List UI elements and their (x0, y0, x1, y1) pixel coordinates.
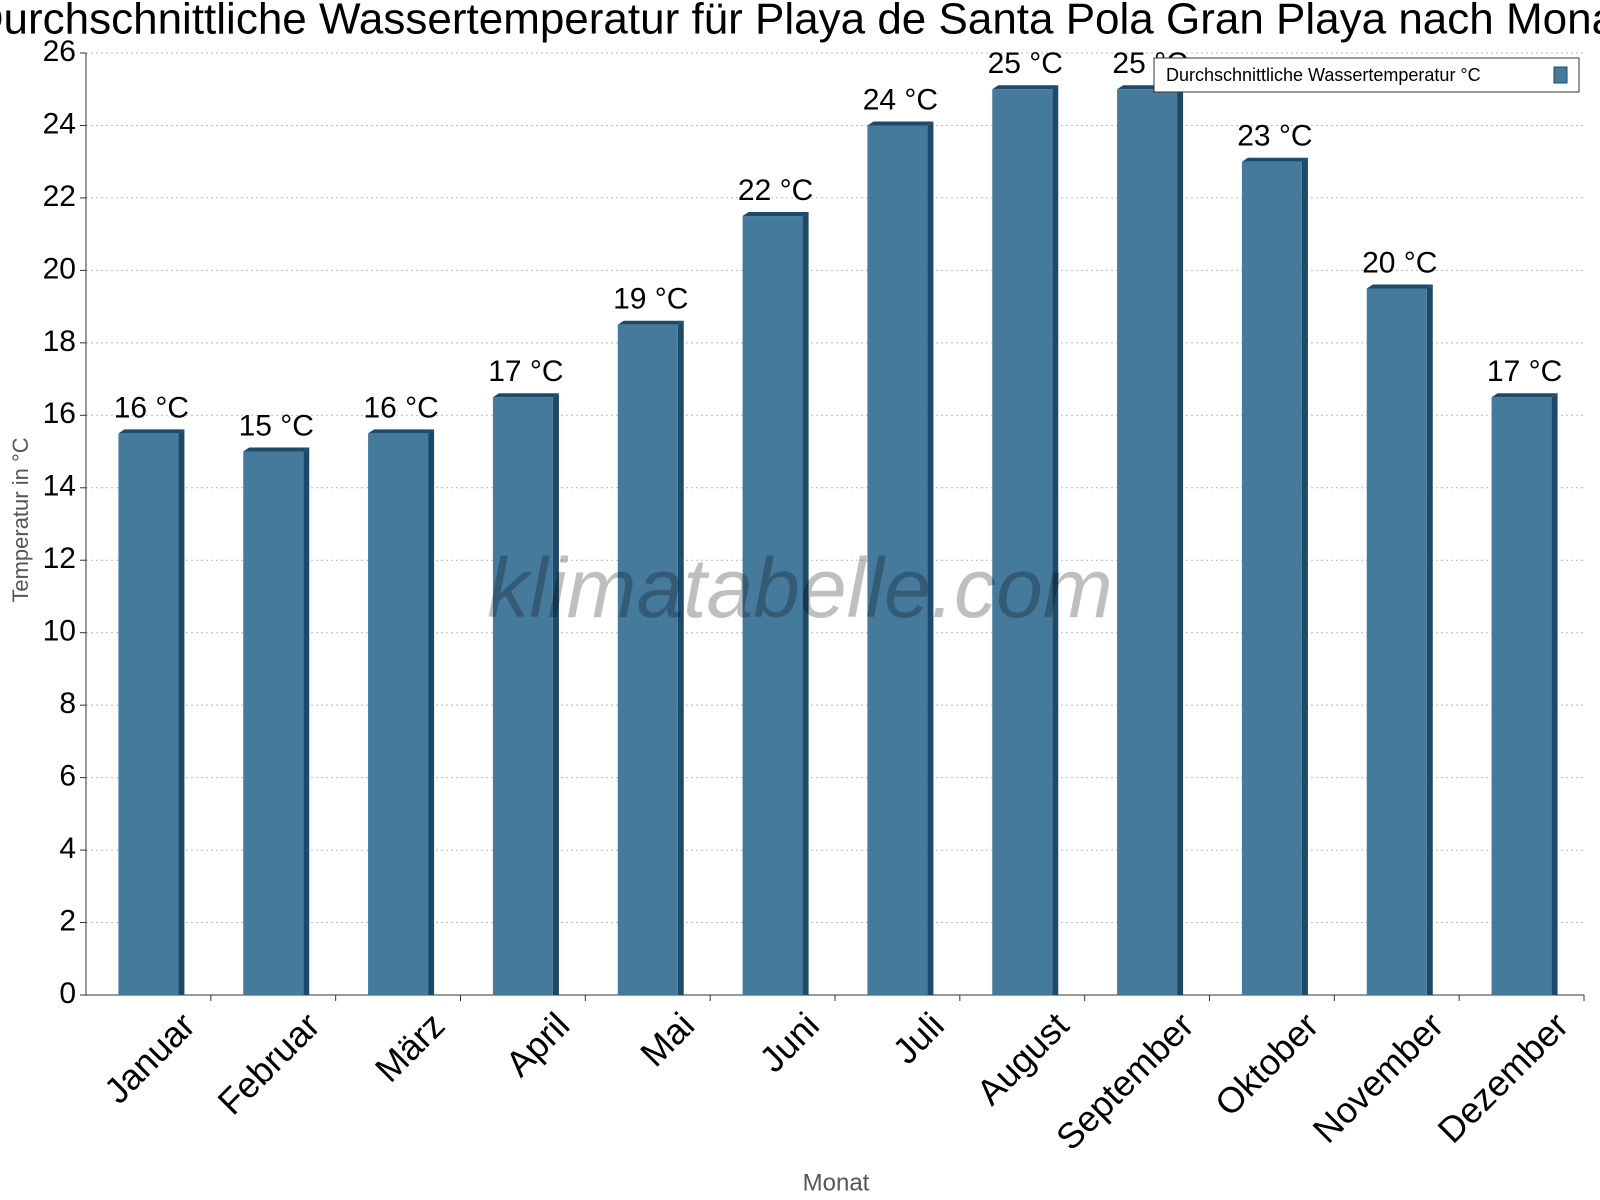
bar-side (802, 212, 809, 996)
x-tick-label: Oktober (1207, 1004, 1327, 1124)
y-tick-label: 22 (43, 180, 76, 213)
bar-side (1551, 393, 1558, 995)
y-tick-label: 20 (43, 252, 76, 285)
legend-box (1153, 57, 1580, 93)
x-axis-title: Monat (803, 1169, 870, 1196)
legend-swatch (1553, 66, 1568, 84)
bar (617, 324, 678, 995)
chart-title: Durchschnittliche Wassertemperatur für P… (0, 0, 1600, 44)
bar (118, 433, 179, 995)
value-label: 24 °C (863, 83, 938, 116)
y-axis-title: Temperatur in °C (8, 437, 33, 602)
x-tick-label: März (367, 1004, 453, 1090)
x-tick-label: Januar (96, 1004, 203, 1111)
bar-side (428, 429, 435, 995)
y-tick-label: 0 (59, 977, 76, 1010)
y-tick-label: 24 (43, 107, 76, 140)
bar-side (1301, 157, 1308, 995)
bar (1366, 288, 1427, 995)
value-label: 17 °C (1487, 355, 1562, 388)
bar (1241, 161, 1302, 995)
y-tick-label: 4 (59, 832, 76, 865)
bar-side (552, 393, 559, 995)
value-label: 19 °C (613, 283, 688, 316)
x-tick-label: August (968, 1004, 1076, 1112)
value-label: 22 °C (738, 174, 813, 207)
y-tick-label: 6 (59, 760, 76, 793)
watermark: klimatabelle.com (487, 541, 1113, 635)
y-tick-label: 18 (43, 325, 76, 358)
y-tick-label: 16 (43, 397, 76, 430)
x-tick-label: September (1048, 1004, 1202, 1158)
value-label: 16 °C (114, 391, 189, 424)
bar-side (677, 320, 684, 995)
bar-side (1426, 284, 1433, 995)
x-tick-label: April (497, 1004, 577, 1084)
value-label: 17 °C (488, 355, 563, 388)
bar-top (368, 429, 435, 434)
bar-side (1052, 85, 1059, 995)
y-tick-label: 10 (43, 615, 76, 648)
bar-top (867, 121, 934, 126)
bar-top (617, 320, 684, 325)
bar-side (1177, 85, 1184, 995)
value-label: 15 °C (239, 409, 314, 442)
x-tick-label: Mai (632, 1004, 702, 1074)
bar (867, 125, 928, 995)
bar-top (992, 85, 1059, 90)
bar-top (1366, 284, 1433, 289)
bar (243, 451, 304, 995)
bar (492, 397, 553, 995)
y-tick-label: 26 (43, 35, 76, 68)
value-label: 20 °C (1362, 246, 1437, 279)
x-tick-label: Juli (885, 1004, 952, 1071)
bar-top (742, 212, 809, 217)
bar-side (178, 429, 185, 995)
bar-side (303, 447, 310, 995)
y-tick-label: 14 (43, 470, 76, 503)
bar (1117, 89, 1178, 995)
bar (368, 433, 429, 995)
bar-side (927, 121, 934, 995)
bar-top (492, 393, 559, 398)
x-tick-label: Februar (210, 1004, 328, 1122)
value-label: 16 °C (363, 391, 438, 424)
x-tick-label: Dezember (1430, 1004, 1576, 1150)
bar-top (1241, 157, 1308, 162)
x-tick-label: Juni (751, 1004, 827, 1080)
y-tick-label: 8 (59, 687, 76, 720)
x-tick-label: November (1305, 1004, 1451, 1150)
value-label: 23 °C (1237, 120, 1312, 153)
bar (992, 89, 1053, 995)
y-tick-label: 2 (59, 904, 76, 937)
bar (1491, 397, 1552, 995)
y-tick-label: 12 (43, 542, 76, 575)
bar-top (243, 447, 310, 452)
legend-label: Durchschnittliche Wassertemperatur °C (1166, 65, 1481, 85)
bar-top (1491, 393, 1558, 398)
bar (742, 216, 803, 996)
value-label: 25 °C (988, 47, 1063, 80)
bar-top (118, 429, 185, 434)
